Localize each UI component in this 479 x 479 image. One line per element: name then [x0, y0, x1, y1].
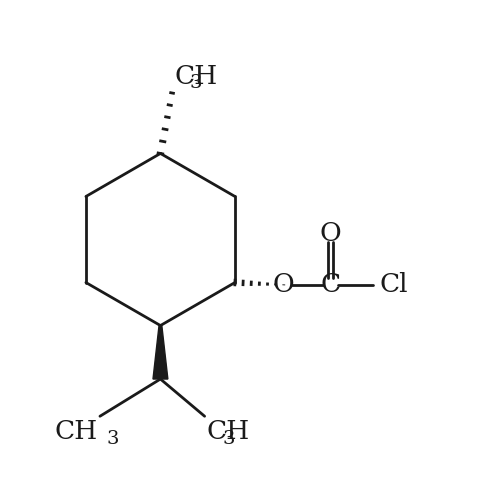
Text: 3: 3 — [189, 74, 202, 92]
Text: O: O — [273, 273, 295, 297]
Text: O: O — [319, 221, 341, 246]
Text: CH: CH — [174, 64, 217, 89]
Text: C: C — [320, 273, 341, 297]
Text: 3: 3 — [222, 430, 235, 448]
Polygon shape — [153, 326, 168, 379]
Text: CH: CH — [207, 419, 250, 444]
Text: 3: 3 — [107, 430, 119, 448]
Text: CH: CH — [55, 419, 98, 444]
Text: Cl: Cl — [379, 273, 408, 297]
